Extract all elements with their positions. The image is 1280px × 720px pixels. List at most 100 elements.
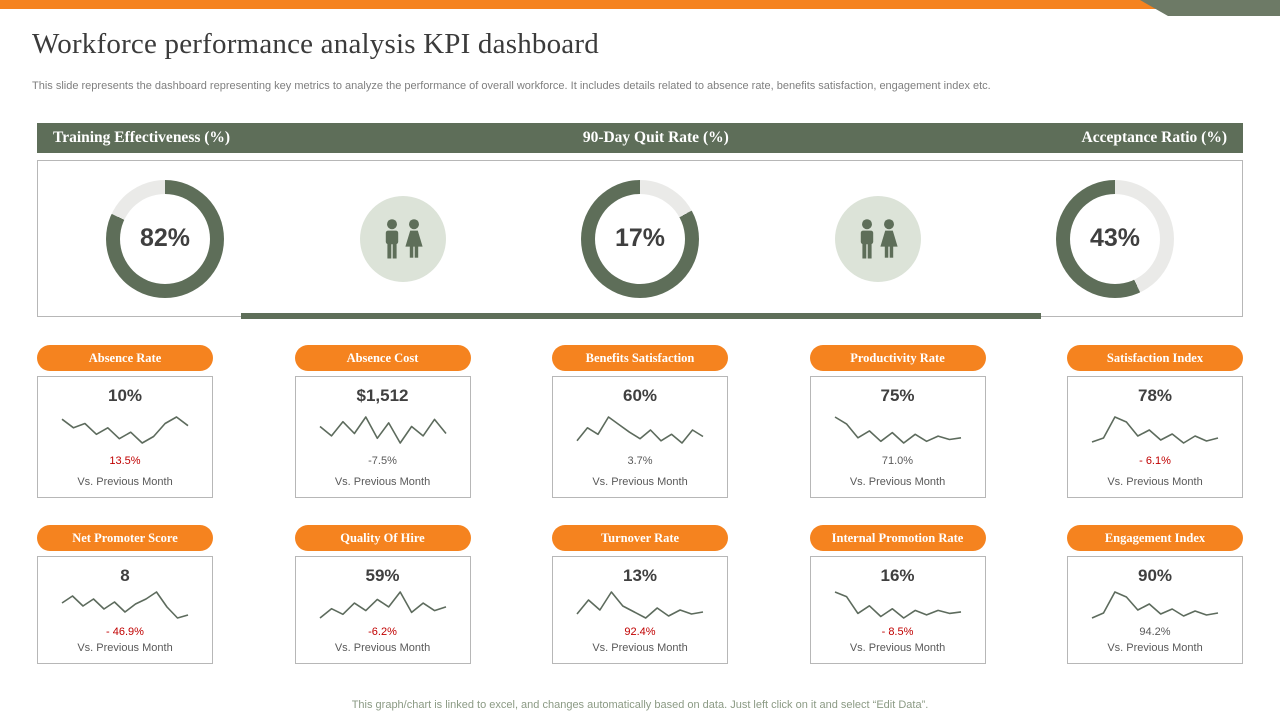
kpi-card: 10% 13.5% Vs. Previous Month [37,376,213,498]
donut-quit-rate: 17% [581,179,699,298]
kpi-pill-label: Satisfaction Index [1106,350,1204,365]
kpi-pill: Satisfaction Index [1067,345,1243,371]
kpi-change: 3.7% [627,455,653,467]
kpi-change: - 6.1% [1139,455,1171,467]
kpi-benefits-satisfaction: Benefits Satisfaction 60% 3.7% Vs. Previ… [552,345,728,498]
male-female-icon [359,195,446,282]
kpi-vs-label: Vs. Previous Month [1107,641,1203,654]
kpi-change: 13.5% [109,455,141,467]
donut-value-label: 17% [614,224,666,252]
sparkline-chart [61,416,189,444]
kpi-pill: Productivity Rate [809,345,986,371]
kpi-change: 94.2% [1139,625,1171,638]
sparkline-chart [576,416,704,444]
kpi-pill: Quality Of Hire [294,525,471,551]
kpi-value: 16% [880,566,915,585]
kpi-pill-label: Engagement Index [1104,530,1206,545]
sparkline-chart [576,591,704,620]
kpi-turnover-rate: Turnover Rate 13% 92.4% Vs. Previous Mon… [552,525,728,664]
kpi-value: 78% [1137,386,1173,405]
kpi-pill-label: Net Promoter Score [72,530,178,545]
kpi-card: 8 - 46.9% Vs. Previous Month [37,556,213,664]
kpi-change: -7.5% [368,455,397,467]
kpi-pill: Internal Promotion Rate [809,525,986,551]
page-subtitle: This slide represents the dashboard repr… [32,80,991,92]
kpi-row-1: Absence Rate 10% 13.5% Vs. Previous Mont… [37,345,1243,498]
kpi-card: 59% -6.2% Vs. Previous Month [294,556,471,664]
sparkline-chart [834,591,961,620]
corner-decoration [1140,0,1280,16]
sparkline-chart [1091,591,1219,620]
donut-value-label: 82% [139,224,191,252]
kpi-engagement-index: Engagement Index 90% 94.2% Vs. Previous … [1067,525,1243,664]
sparkline-chart [61,591,189,620]
couple-glyph [385,218,423,258]
kpi-pill: Benefits Satisfaction [552,345,728,371]
male-female-icon [834,195,921,282]
kpi-change: 92.4% [624,625,656,638]
sparkline-chart [1091,416,1219,444]
kpi-pill: Net Promoter Score [37,525,213,551]
kpi-vs-label: Vs. Previous Month [334,641,431,654]
kpi-change: - 46.9% [106,625,144,638]
couple-glyph [860,218,898,258]
kpi-change: - 8.5% [881,625,914,638]
kpi-pill-label: Absence Rate [88,350,162,365]
donut-acceptance-ratio: 43% [1056,179,1174,298]
kpi-pill-label: Quality Of Hire [340,530,425,545]
kpi-value: 75% [880,386,915,405]
kpi-vs-label: Vs. Previous Month [849,641,946,654]
panel-underline [241,313,1041,319]
donut-value: 43% [1070,193,1160,284]
kpi-value: 8 [120,566,130,585]
kpi-vs-label: Vs. Previous Month [849,476,946,488]
kpi-vs-label: Vs. Previous Month [592,641,688,654]
kpi-absence-rate: Absence Rate 10% 13.5% Vs. Previous Mont… [37,345,213,498]
kpi-absence-cost: Absence Cost $1,512 -7.5% Vs. Previous M… [294,345,471,498]
section-header-training-effectiveness: Training Effectiveness (%) [53,129,231,146]
section-header-band: Training Effectiveness (%) 90-Day Quit R… [37,123,1243,153]
kpi-row-2: Net Promoter Score 8 - 46.9% Vs. Previou… [37,525,1243,664]
kpi-card: 60% 3.7% Vs. Previous Month [552,376,728,498]
kpi-value: $1,512 [356,386,409,405]
kpi-net-promoter-score: Net Promoter Score 8 - 46.9% Vs. Previou… [37,525,213,664]
kpi-value: 10% [107,386,143,405]
kpi-card: 75% 71.0% Vs. Previous Month [809,376,986,498]
accent-top-bar [0,0,1280,9]
kpi-vs-label: Vs. Previous Month [77,641,173,654]
kpi-vs-label: Vs. Previous Month [77,476,173,488]
kpi-productivity-rate: Productivity Rate 75% 71.0% Vs. Previous… [809,345,986,498]
kpi-change: 71.0% [881,455,914,467]
donut-value-label: 43% [1089,224,1141,252]
kpi-pill-label: Absence Cost [346,350,419,365]
kpi-satisfaction-index: Satisfaction Index 78% - 6.1% Vs. Previo… [1067,345,1243,498]
sparkline-chart [834,416,961,444]
kpi-internal-promotion-rate: Internal Promotion Rate 16% - 8.5% Vs. P… [809,525,986,664]
kpi-vs-label: Vs. Previous Month [592,476,688,488]
kpi-pill: Absence Cost [294,345,471,371]
kpi-card: 16% - 8.5% Vs. Previous Month [809,556,986,664]
kpi-value: 90% [1137,566,1173,585]
kpi-change: -6.2% [368,625,397,638]
kpi-pill: Absence Rate [37,345,213,371]
kpi-value: 60% [622,386,658,405]
kpi-pill-label: Productivity Rate [850,350,945,365]
donut-value: 17% [595,193,685,284]
kpi-vs-label: Vs. Previous Month [334,476,431,488]
page-title: Workforce performance analysis KPI dashb… [32,28,599,60]
kpi-value: 59% [365,566,400,585]
section-header-acceptance-ratio: Acceptance Ratio (%) [1081,129,1227,146]
donut-training-effectiveness: 82% [106,179,224,298]
kpi-pill: Turnover Rate [552,525,728,551]
kpi-card: 13% 92.4% Vs. Previous Month [552,556,728,664]
sparkline-chart [318,591,446,619]
footer-note: This graph/chart is linked to excel, and… [351,699,929,711]
kpi-pill: Engagement Index [1067,525,1243,551]
kpi-pill-label: Turnover Rate [600,530,680,545]
section-header-quit-rate: 90-Day Quit Rate (%) [582,129,729,146]
kpi-pill-label: Benefits Satisfaction [585,350,695,365]
kpi-quality-of-hire: Quality Of Hire 59% -6.2% Vs. Previous M… [294,525,471,664]
kpi-pill-label: Internal Promotion Rate [831,530,964,545]
kpi-card: 90% 94.2% Vs. Previous Month [1067,556,1243,664]
donut-value: 82% [120,193,210,284]
